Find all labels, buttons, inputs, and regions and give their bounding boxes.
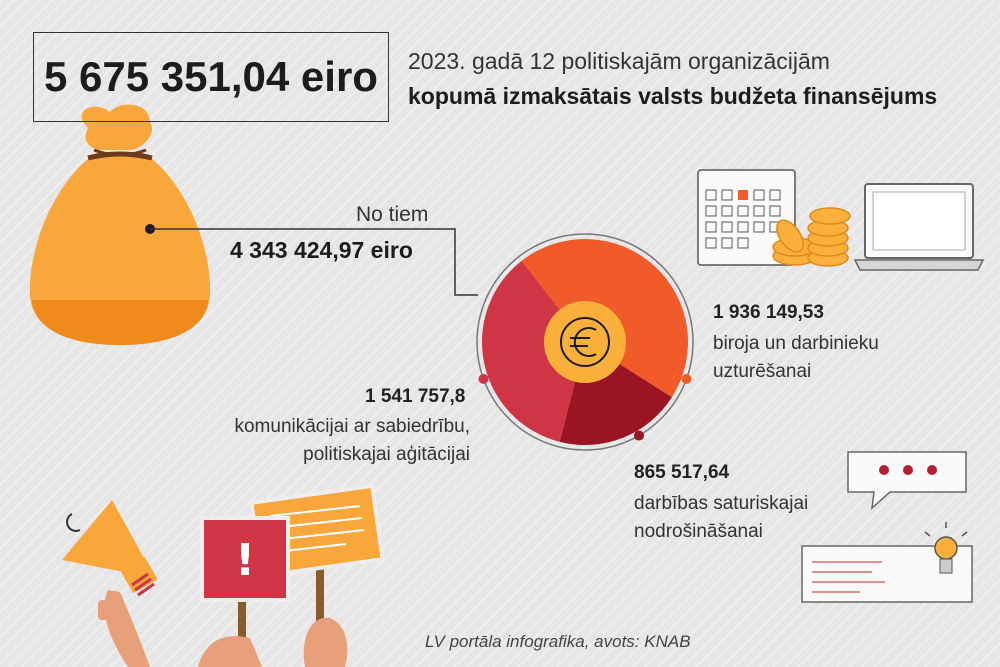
speech-bubble-icon — [847, 451, 967, 510]
connector-line — [150, 228, 478, 296]
slice-label-content-line-2: nodrošināšanai — [634, 521, 763, 542]
pie-outline — [476, 233, 694, 451]
svg-text:!: ! — [235, 535, 255, 586]
calendar-icon — [697, 169, 796, 266]
slice-label-communication-line-2: politiskajai aģitācijai — [303, 444, 470, 465]
source-note: LV portāla infografika, avots: KNAB — [425, 632, 691, 651]
subtotal-label: No tiem — [356, 203, 429, 226]
lightbulb-icon — [924, 522, 968, 574]
euro-badge — [544, 301, 626, 383]
title-line-2: kopumā izmaksātais valsts budžeta finans… — [408, 83, 938, 109]
pie-chart — [476, 233, 694, 451]
slice-label-communication-line-1: komunikācijai ar sabiedrību, — [234, 416, 470, 437]
megaphone-icon — [62, 500, 158, 667]
slice-label-content-line-1: darbības saturiskajai — [634, 493, 809, 514]
slice-value-office: 1 936 149,53 — [713, 302, 824, 323]
slice-value-communication: 1 541 757,8 — [365, 386, 466, 407]
slice-label-content: darbības saturiskajai nodrošināšanai — [634, 490, 884, 546]
total-amount-box: 5 675 351,04 eiro — [33, 32, 389, 122]
slice-label-communication: komunikācijai ar sabiedrību, politiskaja… — [190, 413, 470, 469]
slice-label-office: biroja un darbinieku uzturēšanai — [713, 330, 943, 386]
slice-value-content: 865 517,64 — [634, 462, 730, 483]
pie-dot-communication — [478, 373, 489, 384]
subtotal-amount: 4 343 424,97 eiro — [230, 237, 413, 263]
pie-dot-office — [681, 373, 692, 384]
pie-slice-communication — [482, 260, 585, 442]
euro-icon — [560, 317, 610, 367]
pie-dot-content — [634, 430, 644, 441]
protest-signs-icon: ! — [198, 483, 385, 667]
title-line-1: 2023. gadā 12 politiskajām organizācijām — [408, 48, 830, 74]
slice-label-office-line-2: uzturēšanai — [713, 361, 812, 382]
laptop-icon — [853, 183, 985, 271]
slice-label-office-line-1: biroja un darbinieku — [713, 333, 879, 354]
coins-icon — [772, 207, 851, 267]
total-amount: 5 675 351,04 eiro — [44, 53, 378, 100]
money-bag-icon — [29, 104, 211, 345]
